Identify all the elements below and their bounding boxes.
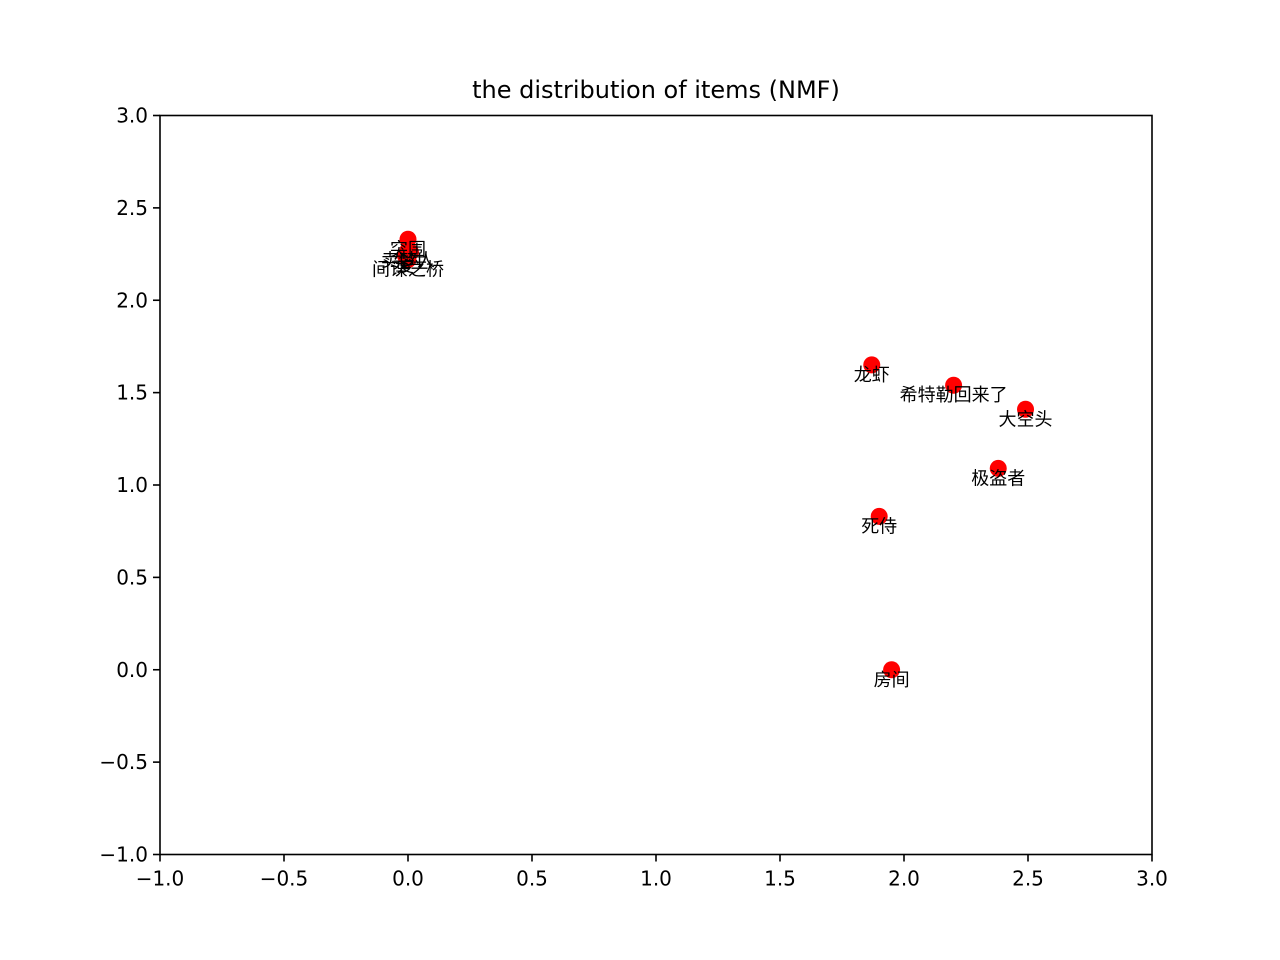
data-point: [883, 661, 901, 679]
point-label: 先生: [392, 252, 428, 273]
data-point: [399, 251, 417, 269]
x-tick-label: 1.0: [640, 867, 672, 891]
x-tick-label: 2.5: [1012, 867, 1044, 891]
point-label: 龙虾: [854, 365, 890, 386]
point-label: 房间: [874, 670, 910, 691]
x-tick-label: −0.5: [260, 867, 309, 891]
y-tick-label: 0.0: [116, 658, 148, 682]
y-tick-label: −0.5: [99, 750, 148, 774]
data-points: [397, 230, 1035, 679]
point-label: 大空头: [999, 409, 1053, 430]
point-label: 爱: [397, 256, 415, 277]
x-tick-label: 1.5: [764, 867, 796, 891]
y-tick-label: 0.5: [116, 565, 148, 589]
point-label: 希特勒回来了: [900, 385, 1008, 406]
point-label: 卖梦人: [381, 250, 435, 271]
data-point: [945, 376, 963, 394]
x-tick-label: −1.0: [136, 867, 185, 891]
y-tick-label: 1.0: [116, 473, 148, 497]
y-tick-label: 1.5: [116, 381, 148, 405]
data-point: [863, 356, 881, 374]
x-tick-label: 0.0: [392, 867, 424, 891]
chart-title: the distribution of items (NMF): [472, 76, 840, 104]
point-label: 极盗者: [971, 468, 1025, 489]
data-point: [989, 459, 1007, 477]
plot-frame: [159, 114, 1153, 856]
x-tick-label: 0.5: [516, 867, 548, 891]
data-point: [1017, 400, 1035, 418]
y-tick-label: 2.5: [116, 196, 148, 220]
y-tick-label: 2.0: [116, 288, 148, 312]
point-label: 突围: [390, 239, 426, 260]
x-tick-label: 2.0: [888, 867, 920, 891]
y-tick-label: −1.0: [99, 843, 148, 867]
point-label: 间谍之桥: [372, 260, 444, 281]
y-axis-ticks: −1.0 −0.5 0.0 0.5 1.0 1.5 2.0 2.5 3.0: [99, 104, 160, 867]
x-tick-label: 3.0: [1136, 867, 1168, 891]
data-point: [870, 507, 888, 525]
y-tick-label: 3.0: [116, 104, 148, 128]
x-axis-ticks: −1.0 −0.5 0.0 0.5 1.0 1.5 2.0 2.5 3.0: [136, 854, 1168, 891]
point-label: 死侍: [861, 516, 897, 537]
